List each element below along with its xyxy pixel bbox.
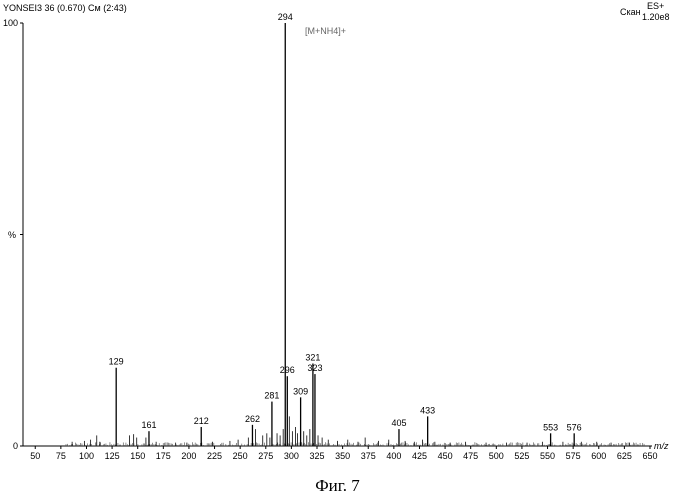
x-tick-label: 450 bbox=[438, 451, 453, 461]
peak-label-129: 129 bbox=[109, 357, 124, 367]
x-tick-label: 175 bbox=[156, 451, 171, 461]
labeled-peaks: 129 161 212 262 281 294 296 309 321323 405 433 553 5… bbox=[109, 12, 582, 446]
peak-label-281: 281 bbox=[264, 391, 279, 401]
x-tick-label: 625 bbox=[617, 451, 632, 461]
x-ticks: 50 75 100 125 150 175 200 225 250 275 300 325 350 375… bbox=[30, 446, 657, 461]
peak-label-433: 433 bbox=[420, 405, 435, 415]
x-tick-label: 575 bbox=[566, 451, 581, 461]
x-tick-label: 475 bbox=[463, 451, 478, 461]
x-tick-label: 650 bbox=[642, 451, 657, 461]
x-tick-label: 550 bbox=[540, 451, 555, 461]
x-tick-label: 50 bbox=[30, 451, 40, 461]
peak-label-262: 262 bbox=[245, 414, 260, 424]
x-tick-label: 525 bbox=[514, 451, 529, 461]
x-tick-label: 225 bbox=[207, 451, 222, 461]
x-tick-label: 350 bbox=[335, 451, 350, 461]
peak-label-212: 212 bbox=[194, 416, 209, 426]
y-axis-label: % bbox=[8, 230, 16, 240]
x-tick-label: 400 bbox=[386, 451, 401, 461]
x-tick-label: 200 bbox=[181, 451, 196, 461]
x-axis-label: m/z bbox=[654, 441, 669, 451]
peak-annotation: [M+NH4]+ bbox=[305, 26, 346, 36]
x-tick-label: 275 bbox=[258, 451, 273, 461]
peak-label-405: 405 bbox=[391, 418, 406, 428]
peak-label-309: 309 bbox=[293, 386, 308, 396]
y-tick-label: 100 bbox=[3, 18, 18, 28]
baseline-noise bbox=[66, 442, 644, 446]
peak-label-161: 161 bbox=[141, 420, 156, 430]
x-tick-label: 425 bbox=[412, 451, 427, 461]
x-tick-label: 600 bbox=[591, 451, 606, 461]
figure-caption: Фиг. 7 bbox=[0, 476, 675, 496]
x-tick-label: 100 bbox=[79, 451, 94, 461]
x-tick-label: 500 bbox=[489, 451, 504, 461]
y-tick-label: 0 bbox=[13, 441, 18, 451]
x-tick-label: 325 bbox=[309, 451, 324, 461]
peak-label-294: 294 bbox=[278, 12, 293, 22]
x-tick-label: 75 bbox=[56, 451, 66, 461]
peak-label-321: 321 bbox=[305, 353, 320, 363]
x-tick-label: 300 bbox=[284, 451, 299, 461]
x-tick-label: 375 bbox=[361, 451, 376, 461]
x-tick-label: 125 bbox=[105, 451, 120, 461]
peak-label-296: 296 bbox=[280, 365, 295, 375]
x-tick-label: 250 bbox=[233, 451, 248, 461]
x-tick-label: 150 bbox=[130, 451, 145, 461]
peak-label-323: 323 bbox=[307, 363, 322, 373]
peak-label-576: 576 bbox=[567, 422, 582, 432]
mass-spectrum-chart: 129 161 212 262 281 294 296 309 321323 405 433 553 5… bbox=[0, 0, 675, 470]
peak-label-553: 553 bbox=[543, 422, 558, 432]
